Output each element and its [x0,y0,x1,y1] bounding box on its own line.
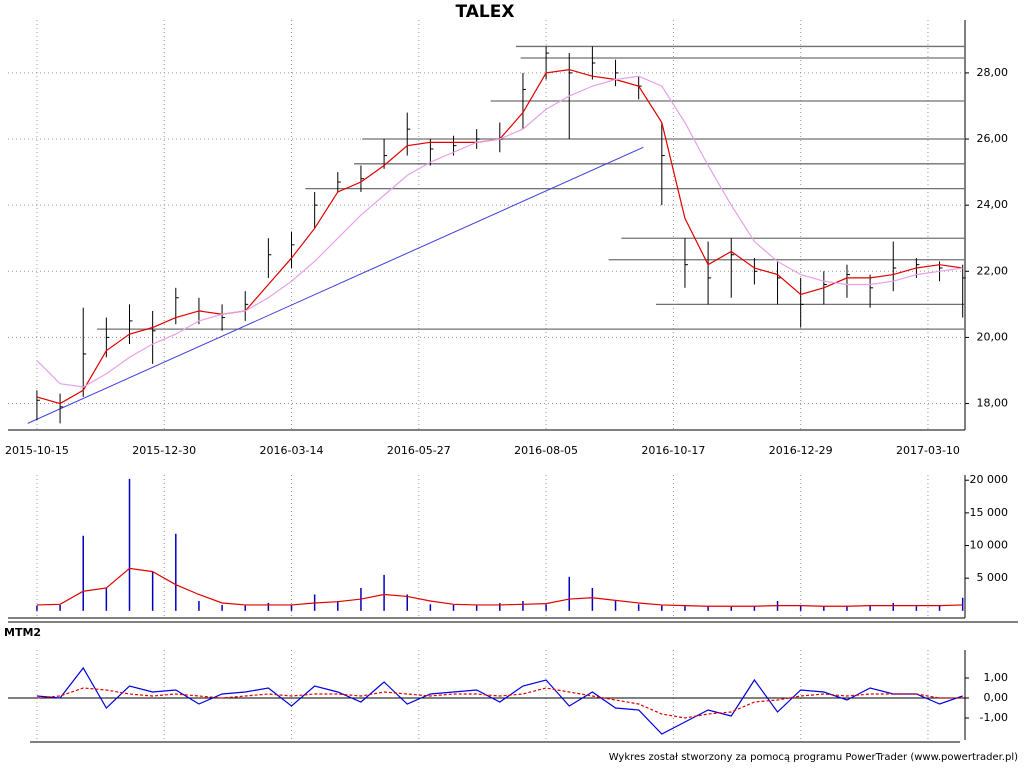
chart-title: TALEX [456,2,515,22]
y-tick-label: -1,00 [980,711,1008,724]
trend-line [27,146,644,424]
x-tick-label: 2015-10-15 [5,444,69,457]
x-tick-label: 2016-08-05 [514,444,578,457]
ma-line [36,75,963,388]
y-tick-label: 26,00 [977,132,1009,145]
y-tick-label: 20 000 [970,473,1009,486]
y-tick-label: 10 000 [970,539,1009,552]
y-tick-label: 20,00 [977,330,1009,343]
ma-line [36,687,963,719]
y-tick-label: 5 000 [977,571,1009,584]
ma-line [36,567,963,607]
x-tick-label: 2016-05-27 [387,444,451,457]
y-tick-label: 22,00 [977,264,1009,277]
x-tick-label: 2016-12-29 [769,444,833,457]
y-tick-label: 1,00 [984,671,1009,684]
y-tick-label: 15 000 [970,506,1009,519]
x-tick-label: 2015-12-30 [132,444,196,457]
y-tick-label: 24,00 [977,198,1009,211]
ma-line [36,666,963,735]
y-tick-label: 18,00 [977,397,1009,410]
y-tick-label: 28,00 [977,66,1009,79]
ma-line [36,68,963,405]
x-tick-label: 2016-03-14 [260,444,324,457]
footer: Wykres został stworzony za pomocą progra… [609,752,1018,763]
panel-title: MTM2 [4,626,41,639]
x-tick-label: 2017-03-10 [896,444,960,457]
x-tick-label: 2016-10-17 [641,444,705,457]
y-tick-label: 0,00 [984,691,1009,704]
